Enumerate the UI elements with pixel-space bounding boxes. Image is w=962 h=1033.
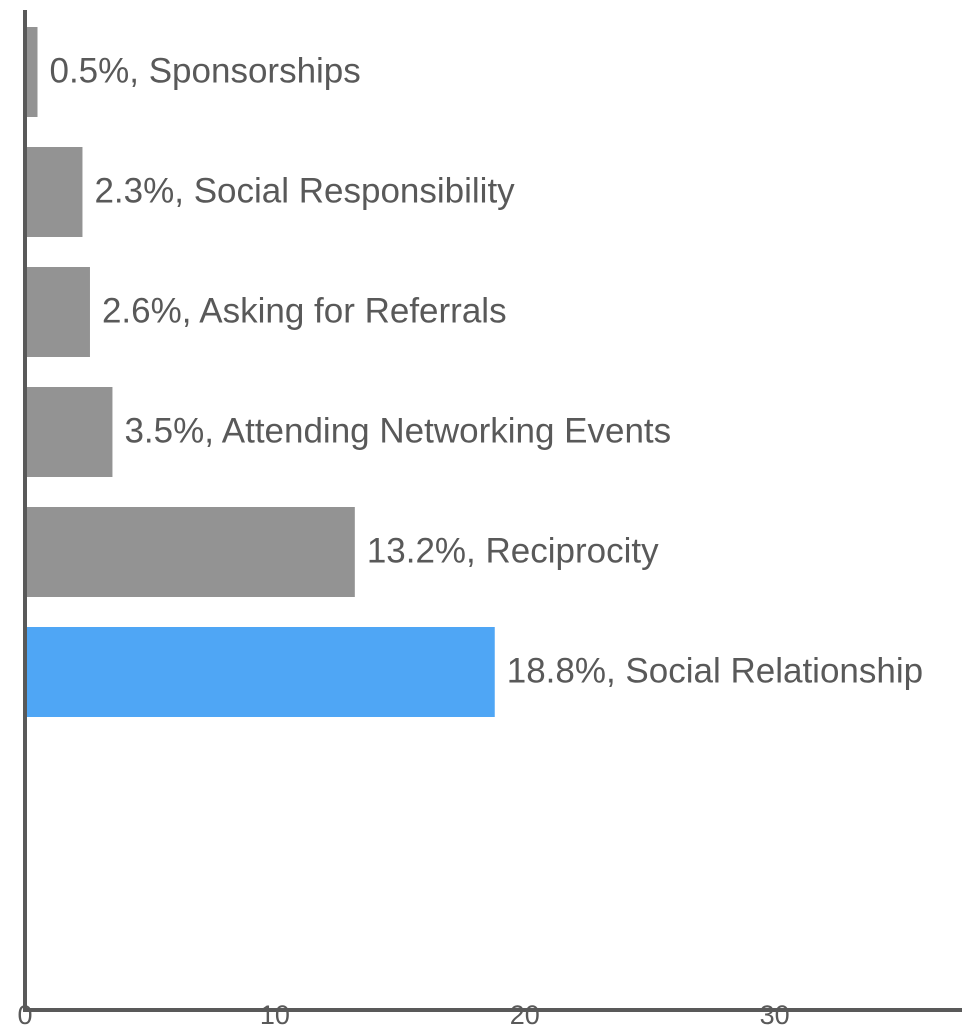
bar — [25, 507, 355, 597]
data-label: 0.5%, Sponsorships — [49, 51, 360, 90]
data-label: 18.8%, Social Relationship — [507, 651, 923, 690]
data-label: 13.2%, Reciprocity — [367, 531, 659, 570]
data-label: 2.3%, Social Responsibility — [94, 171, 515, 210]
x-tick-label: 10 — [260, 1000, 290, 1030]
bar — [25, 267, 90, 357]
x-tick-label: 20 — [510, 1000, 540, 1030]
x-tick-label: 30 — [760, 1000, 790, 1030]
data-label: 2.6%, Asking for Referrals — [102, 291, 507, 330]
data-label: 3.5%, Attending Networking Events — [124, 411, 671, 450]
bar — [25, 147, 83, 237]
x-tick-label: 0 — [17, 1000, 32, 1030]
bar — [25, 387, 113, 477]
bar — [25, 27, 38, 117]
bar — [25, 627, 495, 717]
